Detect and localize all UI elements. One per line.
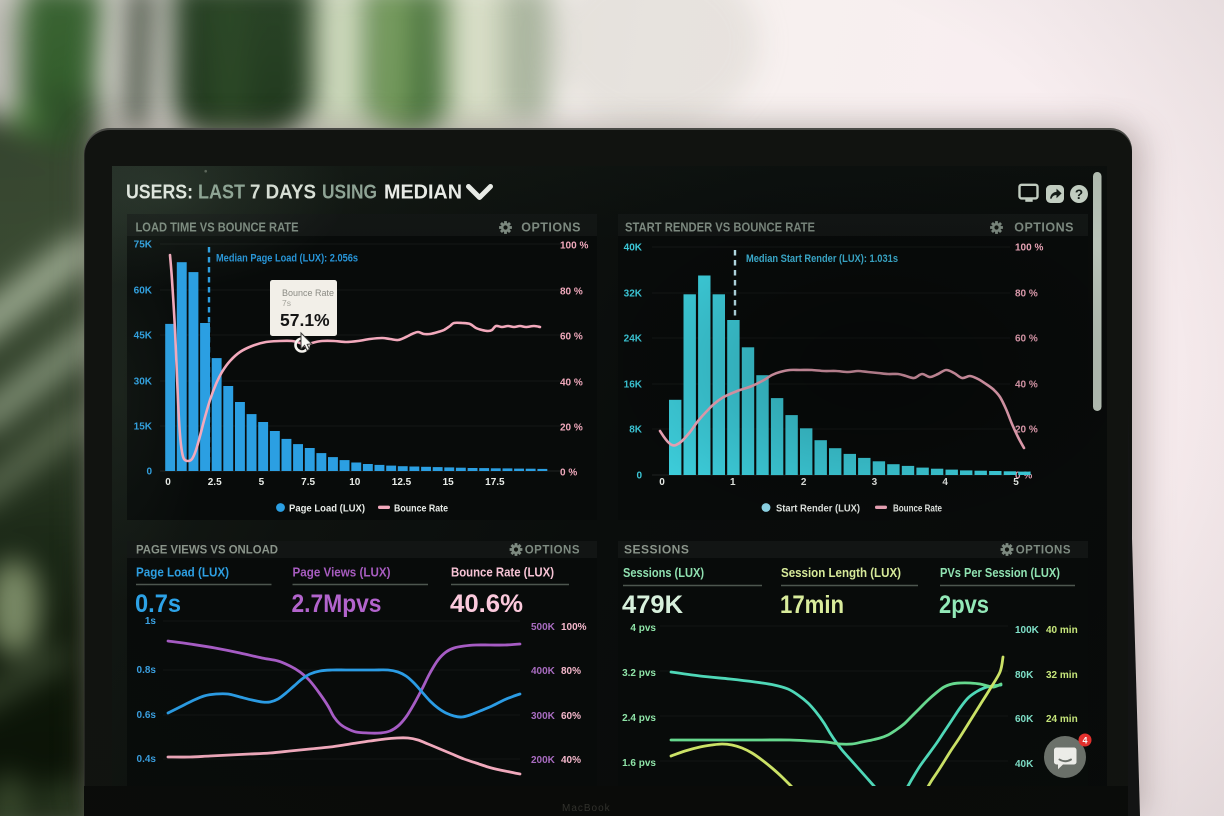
svg-text:1.6 pvs: 1.6 pvs bbox=[622, 758, 656, 769]
svg-text:40%: 40% bbox=[561, 755, 581, 766]
svg-text:30K: 30K bbox=[134, 377, 153, 388]
svg-text:400K: 400K bbox=[531, 666, 556, 677]
svg-text:12.5: 12.5 bbox=[392, 477, 412, 488]
svg-text:0: 0 bbox=[146, 467, 152, 478]
svg-text:4: 4 bbox=[1082, 736, 1087, 746]
svg-text:0.7s: 0.7s bbox=[135, 590, 181, 618]
svg-text:0.4s: 0.4s bbox=[137, 754, 157, 765]
svg-text:USING: USING bbox=[322, 182, 377, 204]
svg-text:40K: 40K bbox=[624, 243, 643, 254]
svg-text:0 %: 0 % bbox=[560, 468, 577, 479]
svg-text:0.6s: 0.6s bbox=[137, 710, 157, 721]
svg-text:75K: 75K bbox=[134, 240, 153, 251]
svg-text:60%: 60% bbox=[561, 711, 581, 722]
svg-text:1s: 1s bbox=[145, 616, 157, 627]
svg-text:20 %: 20 % bbox=[560, 423, 583, 434]
svg-text:40.6%: 40.6% bbox=[450, 590, 523, 618]
svg-text:5: 5 bbox=[1013, 477, 1019, 488]
svg-text:80 %: 80 % bbox=[560, 287, 583, 298]
svg-text:15: 15 bbox=[443, 477, 455, 488]
svg-text:0: 0 bbox=[659, 477, 665, 488]
svg-text:200K: 200K bbox=[531, 755, 556, 766]
svg-text:3.2 pvs: 3.2 pvs bbox=[622, 668, 656, 679]
svg-text:60K: 60K bbox=[1015, 714, 1034, 725]
svg-text:?: ? bbox=[1075, 187, 1083, 202]
svg-text:Median Start Render (LUX): 1.0: Median Start Render (LUX): 1.031s bbox=[746, 253, 898, 265]
svg-text:100 %: 100 % bbox=[1015, 243, 1043, 254]
svg-text:Bounce Rate: Bounce Rate bbox=[893, 503, 942, 515]
svg-text:0: 0 bbox=[165, 477, 171, 488]
svg-text:OPTIONS: OPTIONS bbox=[525, 545, 580, 557]
svg-text:100K: 100K bbox=[1015, 625, 1040, 636]
svg-text:MEDIAN: MEDIAN bbox=[384, 182, 462, 204]
svg-text:8K: 8K bbox=[629, 425, 643, 436]
svg-text:17min: 17min bbox=[780, 591, 844, 619]
svg-text:USERS:: USERS: bbox=[126, 182, 193, 204]
svg-text:START RENDER VS BOUNCE RATE: START RENDER VS BOUNCE RATE bbox=[625, 221, 815, 235]
svg-text:Bounce Rate: Bounce Rate bbox=[282, 288, 334, 298]
svg-text:20 %: 20 % bbox=[1015, 425, 1038, 436]
svg-text:80K: 80K bbox=[1015, 670, 1034, 681]
svg-text:LOAD TIME VS BOUNCE RATE: LOAD TIME VS BOUNCE RATE bbox=[136, 221, 299, 235]
svg-text:40K: 40K bbox=[1015, 759, 1034, 770]
svg-text:80%: 80% bbox=[561, 666, 581, 677]
svg-text:40 %: 40 % bbox=[1015, 380, 1038, 391]
svg-text:PAGE VIEWS VS ONLOAD: PAGE VIEWS VS ONLOAD bbox=[136, 543, 278, 557]
svg-text:PVs Per Session (LUX): PVs Per Session (LUX) bbox=[940, 565, 1060, 580]
svg-text:OPTIONS: OPTIONS bbox=[521, 221, 581, 235]
svg-text:40 min: 40 min bbox=[1046, 625, 1078, 636]
svg-text:17.5: 17.5 bbox=[485, 477, 505, 488]
svg-text:24 min: 24 min bbox=[1046, 714, 1078, 725]
svg-text:0: 0 bbox=[636, 471, 642, 482]
svg-text:0 %: 0 % bbox=[1015, 471, 1032, 482]
svg-text:Start Render (LUX): Start Render (LUX) bbox=[776, 503, 860, 515]
svg-text:32K: 32K bbox=[624, 289, 643, 300]
svg-text:60 %: 60 % bbox=[560, 332, 583, 343]
svg-text:100 %: 100 % bbox=[560, 241, 588, 252]
svg-text:LAST: LAST bbox=[198, 182, 245, 204]
svg-text:Page Load (LUX): Page Load (LUX) bbox=[289, 503, 365, 515]
svg-text:2.7Mpvs: 2.7Mpvs bbox=[292, 590, 382, 618]
svg-text:2.4 pvs: 2.4 pvs bbox=[622, 713, 656, 724]
svg-text:5: 5 bbox=[259, 477, 265, 488]
svg-text:479K: 479K bbox=[622, 591, 683, 619]
svg-text:OPTIONS: OPTIONS bbox=[1016, 545, 1071, 557]
svg-text:24K: 24K bbox=[624, 334, 643, 345]
svg-text:Page Views (LUX): Page Views (LUX) bbox=[293, 565, 391, 580]
svg-text:2: 2 bbox=[801, 477, 807, 488]
svg-text:3: 3 bbox=[872, 477, 878, 488]
svg-text:Session Length (LUX): Session Length (LUX) bbox=[781, 565, 901, 580]
svg-text:500K: 500K bbox=[531, 622, 556, 633]
svg-text:45K: 45K bbox=[134, 331, 153, 342]
svg-text:7 DAYS: 7 DAYS bbox=[250, 182, 316, 204]
svg-text:100%: 100% bbox=[561, 622, 587, 633]
svg-text:0.8s: 0.8s bbox=[137, 665, 157, 676]
svg-text:7.5: 7.5 bbox=[301, 477, 315, 488]
svg-text:2pvs: 2pvs bbox=[939, 591, 989, 619]
svg-text:16K: 16K bbox=[624, 380, 643, 391]
svg-text:OPTIONS: OPTIONS bbox=[1014, 221, 1074, 235]
svg-text:32 min: 32 min bbox=[1046, 670, 1078, 681]
svg-text:4: 4 bbox=[942, 477, 948, 488]
svg-text:4 pvs: 4 pvs bbox=[630, 623, 656, 634]
svg-text:1: 1 bbox=[730, 477, 736, 488]
svg-text:Sessions (LUX): Sessions (LUX) bbox=[623, 565, 704, 580]
svg-text:Page Load (LUX): Page Load (LUX) bbox=[136, 565, 229, 580]
svg-text:15K: 15K bbox=[134, 422, 153, 433]
svg-text:SESSIONS: SESSIONS bbox=[624, 543, 689, 557]
svg-text:10: 10 bbox=[349, 477, 361, 488]
svg-text:300K: 300K bbox=[531, 711, 556, 722]
svg-text:57.1%: 57.1% bbox=[280, 310, 330, 330]
svg-text:60K: 60K bbox=[134, 286, 153, 297]
svg-text:7s: 7s bbox=[282, 298, 291, 308]
svg-text:40 %: 40 % bbox=[560, 378, 583, 389]
svg-text:80 %: 80 % bbox=[1015, 289, 1038, 300]
svg-text:2.5: 2.5 bbox=[208, 477, 222, 488]
svg-text:Median Page Load (LUX): 2.056s: Median Page Load (LUX): 2.056s bbox=[216, 253, 358, 265]
svg-text:Bounce Rate: Bounce Rate bbox=[394, 503, 448, 515]
svg-text:60 %: 60 % bbox=[1015, 334, 1038, 345]
svg-text:Bounce Rate (LUX): Bounce Rate (LUX) bbox=[451, 565, 554, 580]
